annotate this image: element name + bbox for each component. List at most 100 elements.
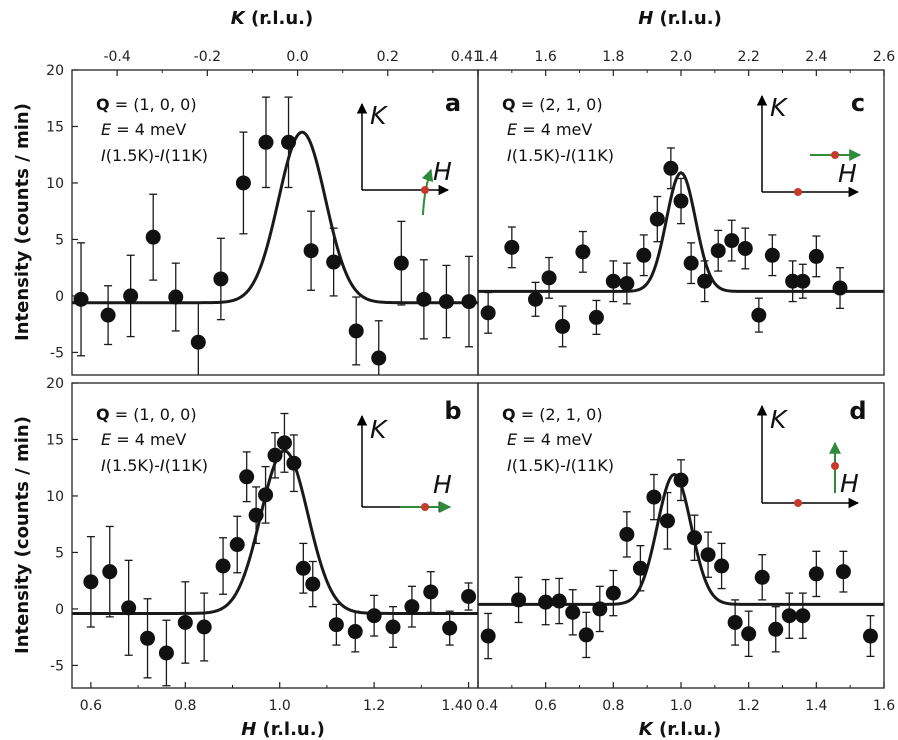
data-point <box>295 560 311 576</box>
svg-text:E = 4 meV: E = 4 meV <box>101 120 186 139</box>
data-point <box>619 526 635 542</box>
data-point <box>258 134 274 150</box>
data-point <box>480 628 496 644</box>
annotation-a: Q = (1, 0, 0) E = 4 meV I(1.5K)-I(11K) <box>96 95 208 165</box>
plot-layer: -0.4 -0.2 0.0 0.2 0.41 -5 0 5 10 15 20 1.4 1.6 1.8 2.0… <box>46 49 895 714</box>
x-tick-label: 1.8 <box>602 49 624 65</box>
y-tick-label: 20 <box>46 376 64 392</box>
x-tick-label: 2.0 <box>670 49 692 65</box>
x-tick-label: 1.0 <box>670 698 692 714</box>
data-point <box>605 585 621 601</box>
data-point <box>168 289 184 305</box>
svg-text:I(1.5K)-I(11K): I(1.5K)-I(11K) <box>101 456 208 475</box>
y-axis-title-top: Intensity (counts / min) <box>12 103 33 341</box>
data-point <box>371 350 387 366</box>
data-point <box>196 619 212 635</box>
inset-diagram-d: K H <box>756 404 860 509</box>
data-point <box>619 276 635 291</box>
y-tick-label: 15 <box>46 432 64 448</box>
x-axis-title-d: K (r.l.u.) <box>639 719 721 740</box>
x-tick-label: 0.8 <box>174 698 196 714</box>
annotation-b: Q = (1, 0, 0) E = 4 meV I(1.5K)-I(11K) <box>96 405 208 475</box>
plot-frame <box>71 382 479 689</box>
data-point <box>442 620 458 636</box>
plot-frame <box>477 382 885 689</box>
data-point <box>724 233 740 249</box>
y-tick-label: -5 <box>50 658 64 674</box>
data-point <box>213 271 229 287</box>
svg-text:E = 4 meV: E = 4 meV <box>507 120 592 139</box>
x-tick-label: 0.41 <box>451 49 482 65</box>
fit-curve <box>72 130 478 305</box>
x-tick-label: 2.2 <box>738 49 760 65</box>
data-point <box>286 455 302 471</box>
data-point <box>795 273 811 289</box>
data-point <box>714 558 730 574</box>
data-point <box>511 592 527 608</box>
inset-h-label: H <box>838 159 857 188</box>
x-tick-label: 1.6 <box>535 49 557 65</box>
data-point <box>461 589 477 604</box>
data-point <box>673 472 689 488</box>
data-point <box>281 134 297 150</box>
data-point <box>673 193 689 209</box>
data-point <box>267 447 283 463</box>
data-point <box>538 594 554 610</box>
panel-a: -0.4 -0.2 0.0 0.2 0.41 -5 0 5 10 15 20 <box>46 49 482 376</box>
data-point <box>416 291 432 307</box>
reciprocal-point <box>831 151 839 159</box>
data-point <box>480 305 496 321</box>
data-point <box>229 537 245 553</box>
data-point <box>145 229 161 245</box>
reciprocal-point <box>421 186 429 194</box>
data-point <box>663 160 679 176</box>
x-tick-label: 1.0 <box>269 698 291 714</box>
y-tick-label: 0 <box>55 602 64 618</box>
x-tick-label: 1.4 <box>476 49 498 65</box>
data-point <box>727 614 743 630</box>
data-point <box>592 601 608 617</box>
x-tick-label: 0.0 <box>286 49 308 65</box>
data-point <box>605 273 621 289</box>
inset-diagram-a: K H <box>356 101 452 216</box>
data-point <box>215 558 231 574</box>
data-point <box>632 560 648 576</box>
data-point <box>649 211 665 227</box>
annotation-d: Q = (2, 1, 0) E = 4 meV I(1.5K)-I(11K) <box>502 405 614 475</box>
x-axis-title-a: K (r.l.u.) <box>231 8 313 29</box>
x-tick-label: -0.2 <box>194 49 221 65</box>
reciprocal-point <box>421 503 429 511</box>
panel-letter-a: a <box>445 89 461 117</box>
x-tick-label: 1.6 <box>873 698 895 714</box>
data-point <box>385 619 401 635</box>
x-axis-title-b: H (r.l.u.) <box>241 719 325 740</box>
x-tick-label: 1.2 <box>363 698 385 714</box>
data-point <box>348 323 364 339</box>
svg-text:I(1.5K)-I(11K): I(1.5K)-I(11K) <box>507 456 614 475</box>
inset-diagram-b: K H <box>356 414 452 513</box>
data-point <box>366 608 382 624</box>
x-tick-label: 1.4 <box>805 698 827 714</box>
plot-frame <box>71 69 479 376</box>
data-point <box>687 530 703 546</box>
svg-text:I(1.5K)-I(11K): I(1.5K)-I(11K) <box>101 146 208 165</box>
data-point <box>835 564 851 580</box>
x-tick-label: 1.40 <box>441 698 472 714</box>
panel-letter-b: b <box>444 397 461 425</box>
svg-text:E = 4 meV: E = 4 meV <box>101 430 186 449</box>
x-axis-title-c: H (r.l.u.) <box>638 8 722 29</box>
y-axis-title-bottom: Intensity (counts / min) <box>12 416 33 654</box>
data-point <box>764 247 780 263</box>
origin-point <box>794 188 802 196</box>
data-point <box>636 247 652 263</box>
data-point <box>737 240 753 256</box>
inset-h-label: H <box>840 469 859 498</box>
data-point <box>588 309 604 325</box>
data-point <box>347 624 363 640</box>
data-point <box>700 547 716 563</box>
svg-text:I(1.5K)-I(11K): I(1.5K)-I(11K) <box>507 146 614 165</box>
data-point <box>751 307 767 323</box>
data-point <box>808 248 824 264</box>
inset-k-label: K <box>770 93 789 122</box>
